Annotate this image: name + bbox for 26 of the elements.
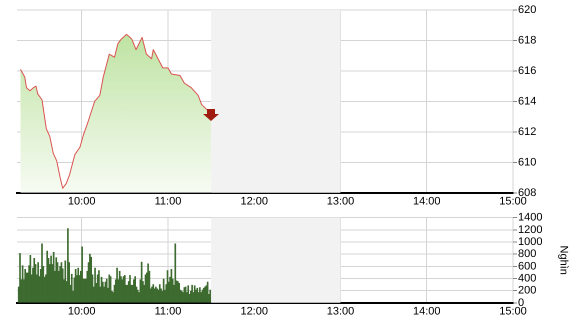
x-tick-label: 10:00 bbox=[68, 195, 96, 208]
x-tick-label: 14:00 bbox=[412, 305, 441, 318]
y-tick-label: 616 bbox=[518, 64, 536, 77]
y-tick-label: 800 bbox=[518, 248, 536, 260]
y-tick-label: 618 bbox=[518, 34, 536, 46]
x-tick-label: 14:00 bbox=[412, 195, 441, 208]
y-tick-label: 620 bbox=[518, 4, 536, 16]
y-tick-label: 1200 bbox=[518, 224, 542, 236]
y-tick-label: 400 bbox=[518, 272, 536, 284]
y-tick-label: 600 bbox=[518, 260, 536, 272]
x-tick-label: 12:00 bbox=[240, 195, 268, 208]
y-tick-label: 200 bbox=[518, 284, 536, 297]
y-tick-label: 610 bbox=[518, 156, 536, 168]
y-tick-label: 1000 bbox=[518, 236, 542, 248]
y-tick-label: 614 bbox=[518, 95, 536, 108]
x-tick-label: 10:00 bbox=[68, 305, 96, 318]
x-tick-label: 11:00 bbox=[154, 195, 182, 208]
x-tick-label: 13:00 bbox=[326, 305, 354, 318]
y-tick-label: 1400 bbox=[518, 212, 542, 224]
x-tick-label: 13:00 bbox=[326, 195, 354, 208]
x-tick-label: 12:00 bbox=[240, 305, 268, 318]
x-tick-label: 11:00 bbox=[154, 305, 182, 318]
y-axis-title: Nghìn bbox=[557, 246, 570, 275]
x-tick-label: 15:00 bbox=[499, 305, 527, 318]
y-tick-label: 612 bbox=[518, 126, 536, 138]
x-tick-label: 15:00 bbox=[499, 195, 527, 208]
